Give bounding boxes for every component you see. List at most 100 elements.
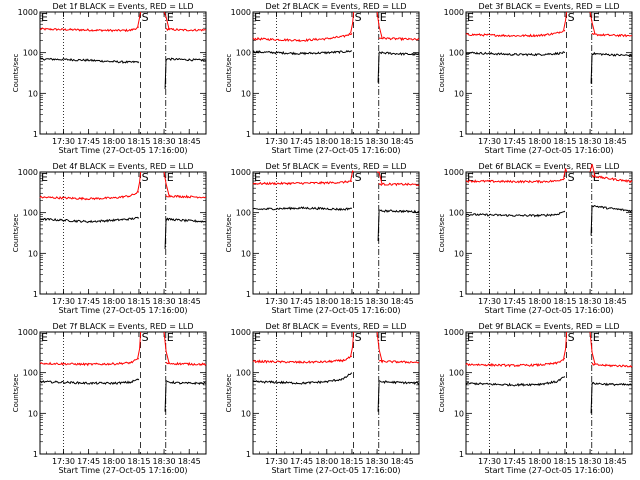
event-marker-label: S — [568, 331, 575, 344]
x-tick-label: 17:30 — [265, 137, 288, 146]
y-tick-label: 1000 — [18, 328, 38, 337]
x-tick-label: 17:45 — [77, 457, 100, 466]
lld-spike-rise — [563, 331, 568, 359]
series-line-events-after — [591, 51, 633, 58]
event-marker-label: E — [41, 171, 48, 184]
events-dropout — [377, 381, 380, 412]
x-tick-label: 18:45 — [178, 457, 201, 466]
x-tick-label: 18:45 — [391, 297, 414, 306]
x-tick-label: 17:30 — [52, 137, 75, 146]
series-line-lld-after — [591, 174, 633, 183]
x-tick-label: 18:15 — [127, 457, 150, 466]
y-tick-label: 10 — [241, 249, 251, 258]
y-tick-label: 1000 — [18, 168, 38, 177]
x-tick-label: 17:30 — [265, 457, 288, 466]
series-line-events-after — [165, 217, 207, 224]
y-tick-label: 1 — [459, 450, 464, 459]
x-tick-label: 18:30 — [153, 297, 176, 306]
series-line-events-after — [591, 205, 633, 213]
series-line-events-after — [378, 380, 420, 385]
y-tick-label: 1 — [459, 130, 464, 139]
y-tick-label: 1000 — [231, 328, 251, 337]
x-tick-label: 18:15 — [553, 297, 576, 306]
series-line-events-after — [378, 209, 420, 214]
y-tick-label: 10 — [454, 409, 464, 418]
x-tick-label: 18:00 — [528, 457, 551, 466]
series-line-events — [39, 378, 140, 386]
y-tick-label: 1 — [246, 130, 251, 139]
event-marker-label: E — [254, 11, 261, 24]
chart-panel-1: Det 1f BLACK = Events, RED = LLD 1 10 100 10… — [12, 2, 207, 155]
y-tick-label: 100 — [23, 369, 38, 378]
lld-spike-fall — [589, 163, 596, 177]
x-axis-label: Start Time (27-Oct-05 17:16:00) — [271, 146, 400, 155]
x-tick-label: 18:15 — [553, 137, 576, 146]
x-axis-label: Start Time (27-Oct-05 17:16:00) — [58, 146, 187, 155]
y-axis-label: Counts/sec — [12, 374, 20, 413]
plot-frame — [39, 11, 207, 135]
series-line-events — [39, 216, 140, 224]
x-tick-label: 17:30 — [52, 297, 75, 306]
y-axis-label: Counts/sec — [438, 374, 446, 413]
series-line-events-after — [165, 57, 206, 62]
event-marker-label: E — [167, 331, 174, 344]
x-tick-label: 18:45 — [178, 137, 201, 146]
y-tick-label: 10 — [28, 89, 38, 98]
y-tick-label: 10 — [28, 409, 38, 418]
lld-spike-rise — [350, 331, 355, 357]
y-axis-label: Counts/sec — [12, 54, 20, 93]
series-line-lld-after — [165, 27, 207, 32]
series-line-lld — [39, 191, 140, 201]
x-tick-label: 18:30 — [579, 297, 602, 306]
series-line-lld-after — [591, 362, 633, 368]
x-tick-label: 18:45 — [391, 137, 414, 146]
x-tick-label: 17:45 — [503, 297, 526, 306]
x-tick-label: 17:45 — [290, 297, 313, 306]
series-line-lld — [465, 177, 566, 184]
x-tick-label: 18:30 — [366, 297, 389, 306]
plot-frame — [39, 171, 207, 295]
event-marker-label: S — [355, 331, 362, 344]
event-marker-label: E — [167, 171, 174, 184]
x-tick-label: 18:15 — [340, 137, 363, 146]
x-axis-label: Start Time (27-Oct-05 17:16:00) — [271, 466, 400, 475]
chart-panel-3: Det 3f BLACK = Events, RED = LLD 1 10 100 10… — [438, 2, 633, 155]
x-tick-label: 18:45 — [604, 297, 627, 306]
events-dropout — [590, 205, 593, 236]
lld-spike-rise — [563, 168, 568, 179]
events-dropout — [590, 383, 593, 414]
y-tick-label: 10 — [241, 89, 251, 98]
series-line-lld-after — [378, 359, 420, 364]
y-tick-label: 100 — [23, 209, 38, 218]
chart-title: Det 7f BLACK = Events, RED = LLD — [52, 322, 193, 331]
chart-title: Det 6f BLACK = Events, RED = LLD — [478, 162, 619, 171]
event-marker-label: S — [142, 11, 149, 24]
series-line-lld — [252, 180, 353, 186]
x-tick-label: 17:45 — [77, 137, 100, 146]
x-tick-label: 17:45 — [290, 137, 313, 146]
chart-title: Det 5f BLACK = Events, RED = LLD — [265, 162, 406, 171]
lld-spike-fall — [163, 11, 170, 30]
series-line-events — [465, 210, 566, 218]
series-line-lld-after — [591, 33, 632, 38]
y-tick-label: 1 — [33, 290, 38, 299]
x-tick-label: 18:00 — [528, 137, 551, 146]
series-line-lld-after — [165, 361, 207, 367]
x-tick-label: 18:30 — [366, 457, 389, 466]
events-dropout — [377, 52, 380, 83]
event-marker-label: E — [380, 171, 387, 184]
x-axis-label: Start Time (27-Oct-05 17:16:00) — [58, 306, 187, 315]
lld-spike-rise — [350, 11, 355, 34]
events-dropout — [164, 218, 167, 249]
plot-frame — [39, 331, 207, 455]
events-dropout — [377, 210, 380, 242]
event-marker-label: S — [355, 11, 362, 24]
chart-title: Det 2f BLACK = Events, RED = LLD — [265, 2, 406, 11]
series-line-lld — [465, 29, 566, 38]
plot-frame — [252, 331, 420, 455]
series-line-events — [465, 51, 566, 57]
y-tick-label: 100 — [449, 369, 464, 378]
x-axis-label: Start Time (27-Oct-05 17:16:00) — [271, 306, 400, 315]
chart-panel-8: Det 8f BLACK = Events, RED = LLD 1 10 100 10… — [225, 322, 420, 475]
